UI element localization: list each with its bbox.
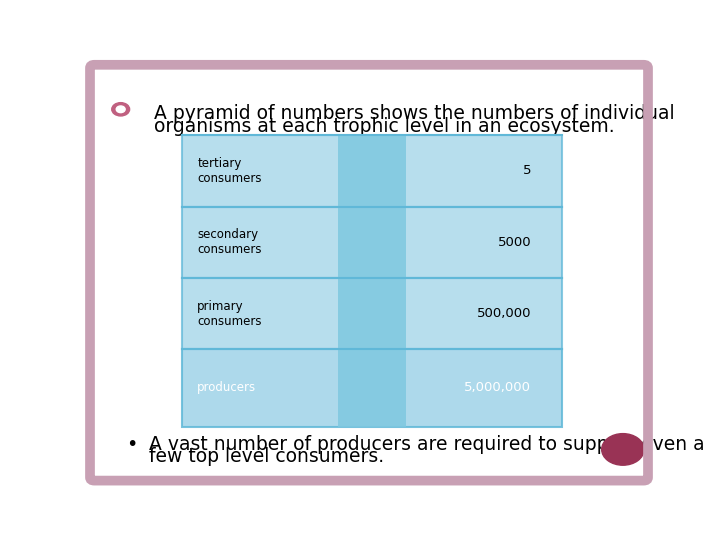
Text: producers: producers bbox=[197, 381, 256, 394]
Bar bbox=[182, 278, 562, 349]
Text: 5: 5 bbox=[523, 164, 531, 177]
Text: •: • bbox=[126, 435, 138, 454]
Text: A vast number of producers are required to support even a: A vast number of producers are required … bbox=[148, 435, 704, 454]
Text: primary
consumers: primary consumers bbox=[197, 300, 262, 328]
Text: tertiary
consumers: tertiary consumers bbox=[197, 157, 262, 185]
Bar bbox=[182, 349, 562, 427]
Circle shape bbox=[112, 103, 130, 116]
Text: 5000: 5000 bbox=[498, 236, 531, 249]
Bar bbox=[338, 135, 406, 427]
Text: 5,000,000: 5,000,000 bbox=[464, 381, 531, 394]
Bar bbox=[182, 206, 562, 278]
Text: A pyramid of numbers shows the numbers of individual: A pyramid of numbers shows the numbers o… bbox=[154, 104, 675, 123]
Text: 500,000: 500,000 bbox=[477, 307, 531, 320]
Bar bbox=[182, 135, 562, 206]
Text: organisms at each trophic level in an ecosystem.: organisms at each trophic level in an ec… bbox=[154, 117, 615, 136]
Text: secondary
consumers: secondary consumers bbox=[197, 228, 262, 256]
Circle shape bbox=[116, 106, 125, 113]
Circle shape bbox=[602, 434, 644, 465]
Text: few top level consumers.: few top level consumers. bbox=[148, 447, 384, 466]
